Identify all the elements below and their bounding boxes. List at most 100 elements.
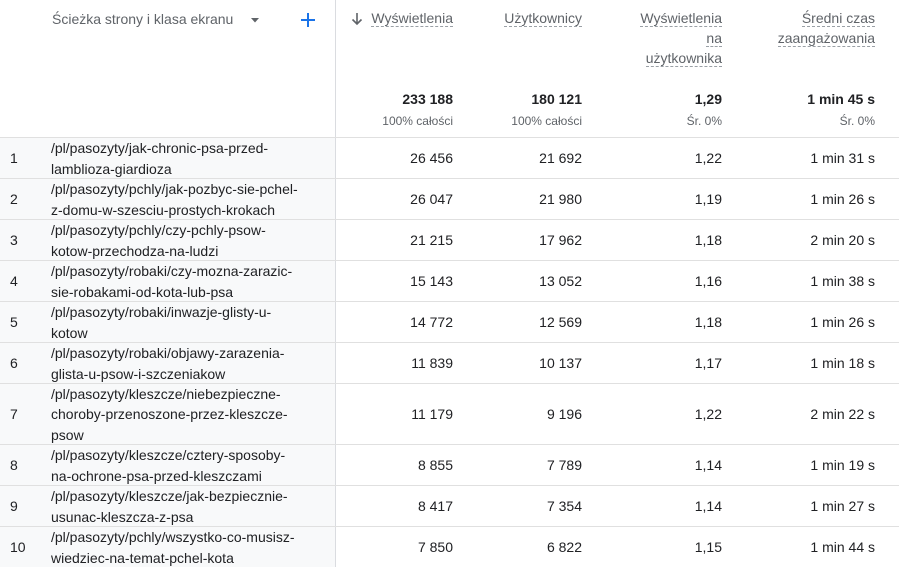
page-path-line: psow [51, 426, 84, 443]
caret-down-icon[interactable] [248, 13, 262, 27]
total-engagement-sub: Śr. 0% [839, 114, 875, 128]
total-views-per-user-sub: Śr. 0% [686, 114, 722, 128]
row-index: 6 [10, 354, 18, 371]
table-row[interactable]: 9/pl/pasozyty/kleszcze/jak-bezpiecznie-u… [0, 485, 899, 526]
views-cell: 8 417 [417, 497, 453, 514]
table-row[interactable]: 3/pl/pasozyty/pchly/czy-pchly-psow-kotow… [0, 219, 899, 260]
row-index: 8 [10, 456, 18, 473]
page-path[interactable]: /pl/pasozyty/pchly/czy-pchly-psow-kotow-… [51, 220, 326, 261]
users-cell: 21 692 [539, 149, 582, 166]
page-path-line: kotow-przechodza-na-ludzi [51, 242, 219, 259]
table-row[interactable]: 7/pl/pasozyty/kleszcze/niebezpieczne-cho… [0, 383, 899, 444]
page-path[interactable]: /pl/pasozyty/pchly/wszystko-co-musisz-wi… [51, 527, 326, 568]
page-path-line: z-domu-w-szesciu-prostych-krokach [51, 201, 276, 218]
table-row[interactable]: 6/pl/pasozyty/robaki/objawy-zarazenia-gl… [0, 342, 899, 383]
dimension-cell [0, 138, 336, 178]
column-header-vpu-line3: użytkownika [645, 50, 722, 67]
page-path[interactable]: /pl/pasozyty/jak-chronic-psa-przed-lambl… [51, 138, 326, 179]
page-path[interactable]: /pl/pasozyty/kleszcze/jak-bezpiecznie-us… [51, 486, 326, 527]
total-views-sub: 100% całości [382, 114, 453, 128]
dimension-cell [0, 261, 336, 301]
dimension-selector-label[interactable]: Ścieżka strony i klasa ekranu [52, 11, 234, 27]
row-index: 1 [10, 149, 18, 166]
users-cell: 21 980 [539, 190, 582, 207]
table-row[interactable]: 1/pl/pasozyty/jak-chronic-psa-przed-lamb… [0, 137, 899, 178]
page-path[interactable]: /pl/pasozyty/robaki/czy-mozna-zarazic-si… [51, 261, 326, 302]
page-path[interactable]: /pl/pasozyty/robaki/objawy-zarazenia-gli… [51, 343, 326, 384]
table-row[interactable]: 8/pl/pasozyty/kleszcze/cztery-sposoby-na… [0, 444, 899, 485]
row-index: 5 [10, 313, 18, 330]
views-cell: 26 456 [410, 149, 453, 166]
plus-icon[interactable] [298, 10, 318, 30]
page-path-line: na-ochrone-psa-przed-kleszczami [51, 467, 262, 484]
column-header-engagement-line1: Średni czas [801, 10, 875, 27]
page-path-line: /pl/pasozyty/robaki/objawy-zarazenia- [51, 345, 285, 361]
views-per-user-cell: 1,22 [694, 149, 722, 166]
dimension-cell [0, 527, 336, 567]
engagement-cell: 1 min 31 s [810, 149, 875, 166]
column-header-views-per-user[interactable]: Wyświetlenia na użytkownika [612, 8, 722, 68]
column-header-vpu-line2: na [706, 30, 722, 47]
views-per-user-cell: 1,15 [694, 538, 722, 555]
total-views: 233 188 [402, 91, 453, 107]
page-path-line: lamblioza-giardioza [51, 160, 172, 177]
column-header-engagement[interactable]: Średni czas zaangażowania [752, 8, 875, 48]
engagement-cell: 2 min 20 s [810, 231, 875, 248]
users-cell: 7 354 [546, 497, 582, 514]
page-path[interactable]: /pl/pasozyty/kleszcze/cztery-sposoby-na-… [51, 445, 326, 486]
dimension-cell [0, 384, 336, 444]
users-cell: 13 052 [539, 272, 582, 289]
table-row[interactable]: 5/pl/pasozyty/robaki/inwazje-glisty-u-ko… [0, 301, 899, 342]
table-row[interactable]: 10/pl/pasozyty/pchly/wszystko-co-musisz-… [0, 526, 899, 567]
views-cell: 14 772 [410, 313, 453, 330]
dimension-cell [0, 343, 336, 383]
page-path-line: /pl/pasozyty/robaki/czy-mozna-zarazic- [51, 263, 293, 279]
page-path[interactable]: /pl/pasozyty/kleszcze/niebezpieczne-chor… [51, 384, 326, 446]
row-index: 7 [10, 405, 18, 422]
table-row[interactable]: 4/pl/pasozyty/robaki/czy-mozna-zarazic-s… [0, 260, 899, 301]
column-header-views-label: Wyświetlenia [371, 10, 453, 27]
views-cell: 7 850 [417, 538, 453, 555]
views-per-user-cell: 1,17 [694, 354, 722, 371]
column-header-users-label: Użytkownicy [504, 10, 582, 27]
row-index: 4 [10, 272, 18, 289]
dimension-cell [0, 179, 336, 219]
engagement-cell: 1 min 44 s [810, 538, 875, 555]
users-cell: 10 137 [539, 354, 582, 371]
views-cell: 8 855 [417, 456, 453, 473]
dimension-cell [0, 486, 336, 526]
dimension-header: Ścieżka strony i klasa ekranu [0, 0, 336, 137]
views-per-user-cell: 1,18 [694, 313, 722, 330]
total-views-per-user: 1,29 [694, 91, 722, 107]
page-path[interactable]: /pl/pasozyty/pchly/jak-pozbyc-sie-pchel-… [51, 179, 326, 220]
page-path-line: sie-robakami-od-kota-lub-psa [51, 283, 234, 300]
column-header-views[interactable]: Wyświetlenia [362, 8, 453, 28]
column-header-users[interactable]: Użytkownicy [482, 8, 582, 28]
dimension-cell [0, 445, 336, 485]
page-path-line: /pl/pasozyty/kleszcze/jak-bezpiecznie- [51, 488, 288, 504]
column-header-engagement-line2: zaangażowania [777, 30, 875, 47]
page-path[interactable]: /pl/pasozyty/robaki/inwazje-glisty-u-kot… [51, 302, 326, 343]
table-row[interactable]: 2/pl/pasozyty/pchly/jak-pozbyc-sie-pchel… [0, 178, 899, 219]
views-cell: 26 047 [410, 190, 453, 207]
dimension-cell [0, 302, 336, 342]
views-per-user-cell: 1,14 [694, 497, 722, 514]
engagement-cell: 2 min 22 s [810, 405, 875, 422]
engagement-cell: 1 min 27 s [810, 497, 875, 514]
views-per-user-cell: 1,14 [694, 456, 722, 473]
views-per-user-cell: 1,18 [694, 231, 722, 248]
views-cell: 11 839 [411, 354, 453, 371]
row-index: 2 [10, 190, 18, 207]
total-users-sub: 100% całości [511, 114, 582, 128]
users-cell: 12 569 [539, 313, 582, 330]
page-path-line: /pl/pasozyty/pchly/czy-pchly-psow- [51, 222, 266, 238]
views-cell: 11 179 [411, 405, 453, 422]
page-path-line: /pl/pasozyty/pchly/jak-pozbyc-sie-pchel- [51, 181, 298, 197]
users-cell: 6 822 [546, 538, 582, 555]
users-cell: 17 962 [539, 231, 582, 248]
row-index: 3 [10, 231, 18, 248]
views-per-user-cell: 1,22 [694, 405, 722, 422]
views-cell: 21 215 [410, 231, 453, 248]
table-header: Ścieżka strony i klasa ekranu Wyświetlen… [0, 0, 899, 137]
arrow-down-icon[interactable] [350, 11, 364, 27]
